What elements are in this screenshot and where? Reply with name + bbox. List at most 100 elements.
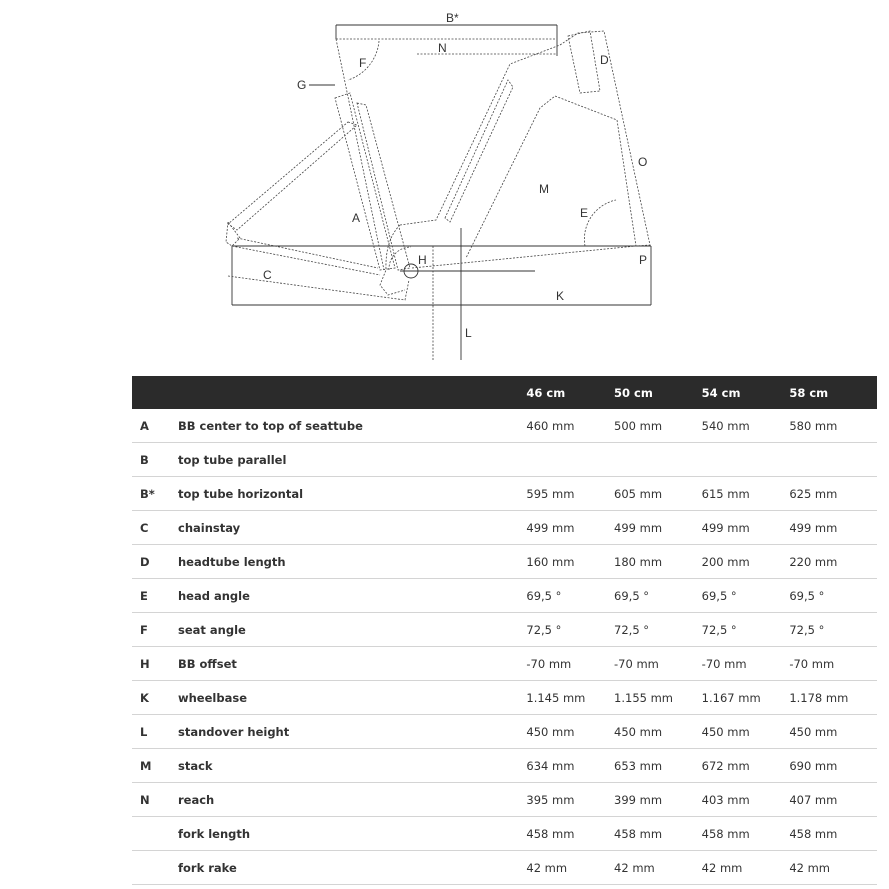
row-value: 595 mm: [526, 476, 615, 511]
row-name: top tube parallel: [178, 442, 527, 477]
row-value: 403 mm: [701, 782, 790, 817]
row-value: 42 mm: [701, 850, 790, 885]
row-letter: L: [132, 714, 178, 749]
label-l: L: [465, 326, 472, 340]
header-size-46: 46 cm: [526, 385, 566, 400]
row-value: 499 mm: [614, 510, 702, 545]
row-name: BB offset: [178, 646, 527, 681]
row-value: 69,5 °: [526, 578, 615, 613]
table-row: B* top tube horizontal 595 mm 605 mm 615 mm 6…: [132, 476, 877, 511]
row-value: 615 mm: [701, 476, 790, 511]
label-h: H: [418, 253, 427, 267]
row-value: [701, 442, 790, 477]
row-value: 395 mm: [526, 782, 615, 817]
row-value: 72,5 °: [701, 612, 790, 647]
row-value: 458 mm: [614, 816, 702, 851]
row-name: wheelbase: [178, 680, 527, 715]
row-value: 69,5 °: [614, 578, 702, 613]
label-d: D: [600, 53, 609, 67]
row-name: reach: [178, 782, 527, 817]
row-letter: M: [132, 748, 178, 783]
row-name: head angle: [178, 578, 527, 613]
row-value: 499 mm: [701, 510, 790, 545]
label-a: A: [352, 211, 360, 225]
row-value: 580 mm: [789, 409, 877, 443]
row-name: stack: [178, 748, 527, 783]
table-header: 46 cm 50 cm 54 cm 58 cm: [132, 376, 877, 409]
row-name: top tube horizontal: [178, 476, 527, 511]
row-value: -70 mm: [701, 646, 790, 681]
row-name: BB center to top of seattube: [178, 409, 527, 443]
table-row: H BB offset -70 mm -70 mm -70 mm -70 mm: [132, 646, 877, 681]
label-c: C: [263, 268, 272, 282]
row-value: 450 mm: [789, 714, 877, 749]
label-b-star: B*: [446, 11, 459, 25]
header-name: [178, 376, 526, 409]
row-value: 200 mm: [701, 544, 790, 579]
label-g: G: [297, 78, 306, 92]
header-size-50: 50 cm: [614, 385, 653, 400]
row-letter: [132, 816, 178, 851]
geometry-table: 46 cm 50 cm 54 cm 58 cm A BB center to to…: [132, 376, 877, 885]
row-value: 42 mm: [614, 850, 702, 885]
row-value: 458 mm: [526, 816, 615, 851]
row-value: [614, 442, 702, 477]
row-value: 605 mm: [614, 476, 702, 511]
row-letter: B: [132, 442, 178, 477]
row-name: headtube length: [178, 544, 527, 579]
row-value: [526, 442, 615, 477]
row-name: standover height: [178, 714, 527, 749]
label-k: K: [556, 289, 564, 303]
row-value: 69,5 °: [789, 578, 877, 613]
row-value: 500 mm: [614, 409, 702, 443]
label-n: N: [438, 41, 447, 55]
row-value: 220 mm: [789, 544, 877, 579]
row-name: fork rake: [178, 850, 527, 885]
row-value: 180 mm: [614, 544, 702, 579]
header-size-58: 58 cm: [789, 385, 829, 400]
row-value: 72,5 °: [789, 612, 877, 647]
row-value: 69,5 °: [701, 578, 790, 613]
row-name: chainstay: [178, 510, 527, 545]
row-value: -70 mm: [614, 646, 702, 681]
row-value: 1.167 mm: [701, 680, 790, 715]
row-value: 672 mm: [701, 748, 790, 783]
dimension-labels: B* N F G D O M E A H P C K L: [263, 11, 647, 340]
row-value: 653 mm: [614, 748, 702, 783]
row-value: 450 mm: [701, 714, 790, 749]
row-value: 540 mm: [701, 409, 790, 443]
row-value: 499 mm: [526, 510, 615, 545]
row-value: 160 mm: [526, 544, 615, 579]
row-value: 690 mm: [789, 748, 877, 783]
label-f: F: [359, 56, 366, 70]
row-name: fork length: [178, 816, 527, 851]
header-size-54: 54 cm: [701, 385, 741, 400]
row-value: [789, 442, 877, 477]
table-row: A BB center to top of seattube 460 mm 500 m…: [132, 409, 877, 443]
label-e: E: [580, 206, 588, 220]
bike-frame: [225, 30, 651, 301]
row-value: 1.155 mm: [614, 680, 702, 715]
row-value: 1.145 mm: [526, 680, 615, 715]
row-value: 72,5 °: [614, 612, 702, 647]
row-letter: D: [132, 544, 178, 579]
row-value: 42 mm: [526, 850, 615, 885]
row-letter: N: [132, 782, 178, 817]
row-letter: K: [132, 680, 178, 715]
row-name: seat angle: [178, 612, 527, 647]
row-value: 634 mm: [526, 748, 615, 783]
row-value: -70 mm: [526, 646, 615, 681]
row-value: 450 mm: [614, 714, 702, 749]
row-value: 407 mm: [789, 782, 877, 817]
row-letter: [132, 850, 178, 885]
table-row: fork rake 42 mm 42 mm 42 mm 42 mm: [132, 850, 877, 885]
row-letter: E: [132, 578, 178, 613]
row-value: 450 mm: [526, 714, 615, 749]
